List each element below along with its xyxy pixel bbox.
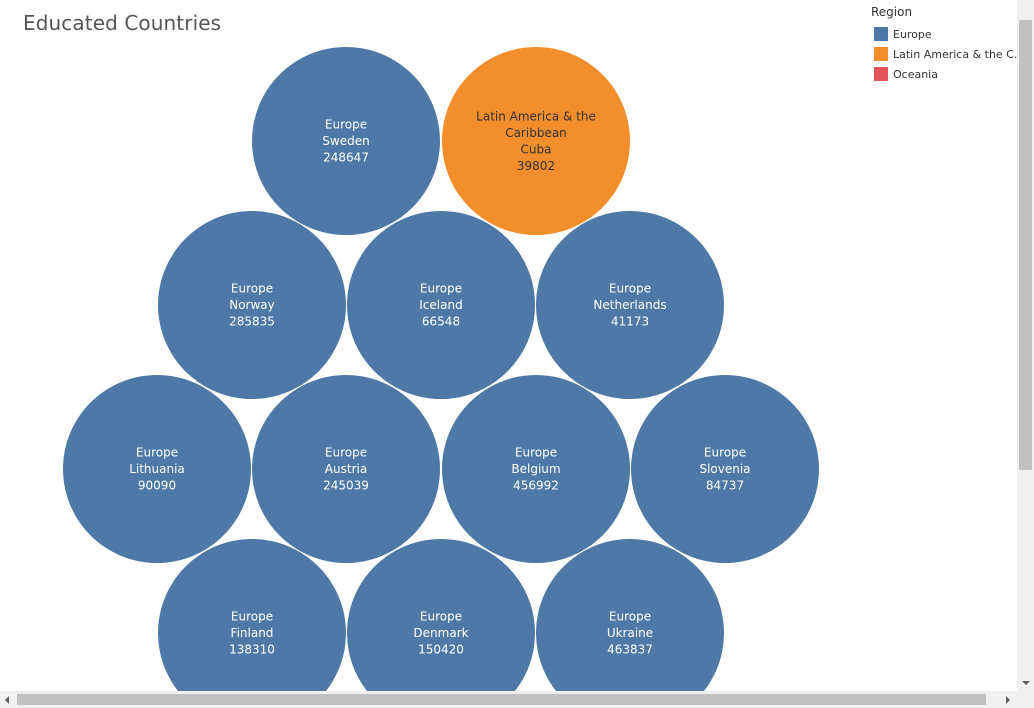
value-label: 245039 xyxy=(323,479,369,493)
value-label: 285835 xyxy=(229,315,275,329)
chevron-right-icon[interactable] xyxy=(1006,696,1010,704)
bubble-austria[interactable]: Europe Austria 245039 xyxy=(252,375,440,563)
country-label: Belgium xyxy=(511,462,560,476)
value-label: 150420 xyxy=(418,643,464,657)
country-label: Netherlands xyxy=(593,298,666,312)
scroll-down-button[interactable] xyxy=(1017,674,1034,691)
value-label: 84737 xyxy=(706,479,744,493)
country-label: Austria xyxy=(325,462,367,476)
vertical-scrollbar[interactable] xyxy=(1017,0,1034,691)
region-label: Europe xyxy=(704,446,746,460)
country-label: Norway xyxy=(229,298,275,312)
horizontal-scrollbar[interactable] xyxy=(0,691,1034,708)
legend-item-europe[interactable]: Europe xyxy=(871,24,1021,44)
country-label: Finland xyxy=(231,626,274,640)
country-label: Sweden xyxy=(322,134,369,148)
country-label: Cuba xyxy=(521,142,552,156)
value-label: 248647 xyxy=(323,151,369,165)
legend-swatch xyxy=(874,67,888,81)
bubble-norway[interactable]: Europe Norway 285835 xyxy=(158,211,346,399)
vertical-scroll-thumb[interactable] xyxy=(1019,20,1032,470)
bubble-iceland[interactable]: Europe Iceland 66548 xyxy=(347,211,535,399)
legend-item-latin-america[interactable]: Latin America & the C.. xyxy=(871,44,1021,64)
country-label: Slovenia xyxy=(699,462,750,476)
legend-item-oceania[interactable]: Oceania xyxy=(871,64,1021,84)
legend-label: Latin America & the C.. xyxy=(893,47,1021,61)
bubble-circle[interactable] xyxy=(631,375,819,563)
region-label: Latin America & the xyxy=(476,109,596,123)
bubble-circle[interactable] xyxy=(158,539,346,691)
legend: Region Europe Latin America & the C.. Oc… xyxy=(871,5,1021,84)
region-label: Europe xyxy=(231,610,273,624)
bubble-lithuania[interactable]: Europe Lithuania 90090 xyxy=(63,375,251,563)
value-label: 90090 xyxy=(138,479,176,493)
bubble-circle[interactable] xyxy=(252,47,440,235)
value-label: 456992 xyxy=(513,479,559,493)
country-label: Lithuania xyxy=(129,462,185,476)
legend-swatch xyxy=(874,27,888,41)
region-label: Caribbean xyxy=(505,126,567,140)
bubble-finland[interactable]: Europe Finland 138310 xyxy=(158,539,346,691)
bubble-netherlands[interactable]: Europe Netherlands 41173 xyxy=(536,211,724,399)
legend-title: Region xyxy=(871,5,913,19)
bubble-denmark[interactable]: Europe Denmark 150420 xyxy=(347,539,535,691)
bubble-circle[interactable] xyxy=(347,539,535,691)
horizontal-scroll-thumb[interactable] xyxy=(17,694,986,705)
value-label: 138310 xyxy=(229,643,275,657)
region-label: Europe xyxy=(420,610,462,624)
value-label: 39802 xyxy=(517,159,555,173)
bubble-circle[interactable] xyxy=(158,211,346,399)
country-label: Ukraine xyxy=(607,626,653,640)
country-label: Denmark xyxy=(413,626,468,640)
chart-title: Educated Countries xyxy=(23,11,222,35)
bubble-circle[interactable] xyxy=(536,539,724,691)
region-label: Europe xyxy=(420,282,462,296)
region-label: Europe xyxy=(136,446,178,460)
legend-label: Europe xyxy=(893,27,932,41)
value-label: 463837 xyxy=(607,643,653,657)
chevron-down-icon xyxy=(1022,681,1030,685)
legend-label: Oceania xyxy=(893,67,938,81)
bubble-chart: Europe Sweden 248647 Latin America & the Car… xyxy=(63,47,819,691)
bubble-slovenia[interactable]: Europe Slovenia 84737 xyxy=(631,375,819,563)
region-label: Europe xyxy=(231,282,273,296)
value-label: 66548 xyxy=(422,315,460,329)
bubble-cuba[interactable]: Latin America & the Caribbean Cuba 39802 xyxy=(442,47,630,235)
bubble-circle[interactable] xyxy=(63,375,251,563)
chevron-left-icon[interactable] xyxy=(5,696,9,704)
legend-swatch xyxy=(874,47,888,61)
region-label: Europe xyxy=(325,118,367,132)
region-label: Europe xyxy=(515,446,557,460)
bubble-circle[interactable] xyxy=(347,211,535,399)
region-label: Europe xyxy=(609,282,651,296)
value-label: 41173 xyxy=(611,315,649,329)
country-label: Iceland xyxy=(419,298,462,312)
bubble-ukraine[interactable]: Europe Ukraine 463837 xyxy=(536,539,724,691)
bubble-belgium[interactable]: Europe Belgium 456992 xyxy=(442,375,630,563)
bubble-circle[interactable] xyxy=(252,375,440,563)
region-label: Europe xyxy=(325,446,367,460)
bubble-circle[interactable] xyxy=(536,211,724,399)
bubble-circle[interactable] xyxy=(442,375,630,563)
bubble-circle[interactable] xyxy=(442,47,630,235)
region-label: Europe xyxy=(609,610,651,624)
bubble-sweden[interactable]: Europe Sweden 248647 xyxy=(252,47,440,235)
